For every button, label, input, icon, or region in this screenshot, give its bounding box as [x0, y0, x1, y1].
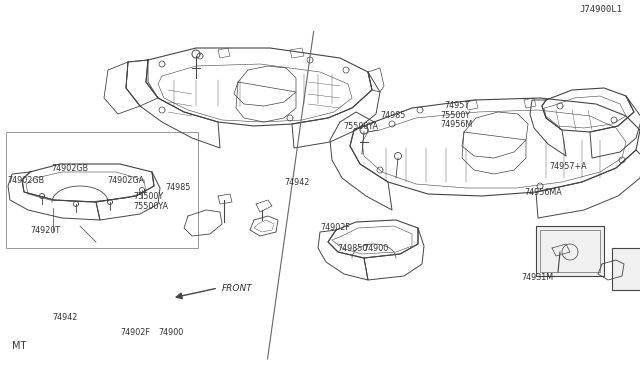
Text: 74902GA: 74902GA	[108, 176, 145, 185]
Text: 74956MA: 74956MA	[525, 188, 563, 197]
Text: 74902GB: 74902GB	[8, 176, 45, 185]
Text: 74956M: 74956M	[440, 120, 472, 129]
Text: 74931M: 74931M	[521, 273, 553, 282]
Text: 74900: 74900	[364, 244, 388, 253]
Text: 749850: 749850	[337, 244, 367, 253]
Text: 75500Y: 75500Y	[133, 192, 163, 201]
Text: 74902GB: 74902GB	[51, 164, 88, 173]
Bar	[612, 248, 640, 290]
Text: 74920T: 74920T	[31, 226, 61, 235]
Text: 74985: 74985	[165, 183, 191, 192]
Text: 74942: 74942	[52, 313, 78, 322]
Text: 75500Y: 75500Y	[440, 110, 470, 119]
Text: 75500YA: 75500YA	[343, 122, 378, 131]
Text: 74957: 74957	[444, 101, 470, 110]
Text: 74900: 74900	[159, 328, 184, 337]
Text: 74902F: 74902F	[320, 223, 350, 232]
Text: 74985: 74985	[380, 110, 406, 119]
Text: J74900L1: J74900L1	[579, 5, 622, 14]
Bar	[536, 226, 604, 276]
Text: 74942: 74942	[284, 178, 310, 187]
Text: 74902F: 74902F	[120, 328, 150, 337]
Text: FRONT: FRONT	[222, 284, 253, 293]
Text: 75500YA: 75500YA	[133, 202, 168, 211]
Bar	[540, 230, 600, 272]
Text: 74957+A: 74957+A	[549, 162, 587, 171]
Bar	[6, 132, 198, 248]
Text: MT: MT	[12, 341, 26, 351]
